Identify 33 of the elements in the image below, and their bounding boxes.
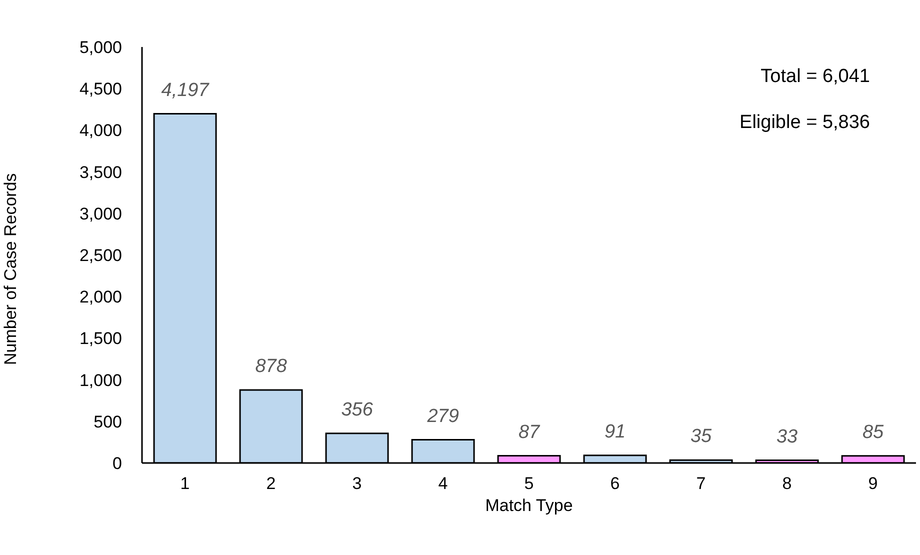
data-label: 91 (604, 421, 626, 442)
y-axis-title: Number of Case Records (1, 173, 20, 365)
y-tick-label: 4,500 (79, 80, 122, 99)
data-label: 4,197 (161, 80, 210, 101)
data-label: 35 (690, 426, 712, 448)
y-tick-label: 0 (112, 454, 122, 474)
annotation: Total = 6,041 (760, 66, 870, 88)
y-tick-label: 500 (94, 412, 122, 432)
x-tick-label: 4 (438, 474, 448, 494)
y-tick-label: 3,500 (79, 162, 122, 182)
data-label: 87 (518, 422, 542, 443)
x-tick-label: 2 (266, 474, 276, 494)
data-label: 85 (862, 422, 884, 443)
x-tick-label: 3 (352, 474, 362, 494)
y-tick-label: 1,500 (79, 329, 122, 348)
y-tick-label: 3,000 (79, 204, 122, 224)
x-tick-label: 6 (610, 474, 620, 494)
y-tick-label: 2,500 (79, 246, 122, 266)
data-label: 878 (255, 356, 288, 377)
x-axis-title: Match Type (485, 496, 573, 515)
y-tick-label: 5,000 (79, 38, 122, 58)
x-tick-label: 1 (180, 474, 190, 494)
x-tick-label: 8 (782, 474, 792, 494)
y-tick-label: 2,000 (79, 288, 122, 307)
y-tick-label: 4,000 (79, 121, 122, 140)
x-tick-label: 9 (868, 474, 878, 494)
x-tick-label: 5 (524, 474, 534, 494)
x-tick-label: 7 (696, 474, 706, 494)
data-label: 356 (341, 399, 374, 420)
annotation: Eligible = 5,836 (738, 112, 870, 134)
data-label: 33 (776, 426, 798, 448)
y-tick-label: 1,000 (79, 370, 122, 390)
data-label: 279 (426, 406, 460, 427)
